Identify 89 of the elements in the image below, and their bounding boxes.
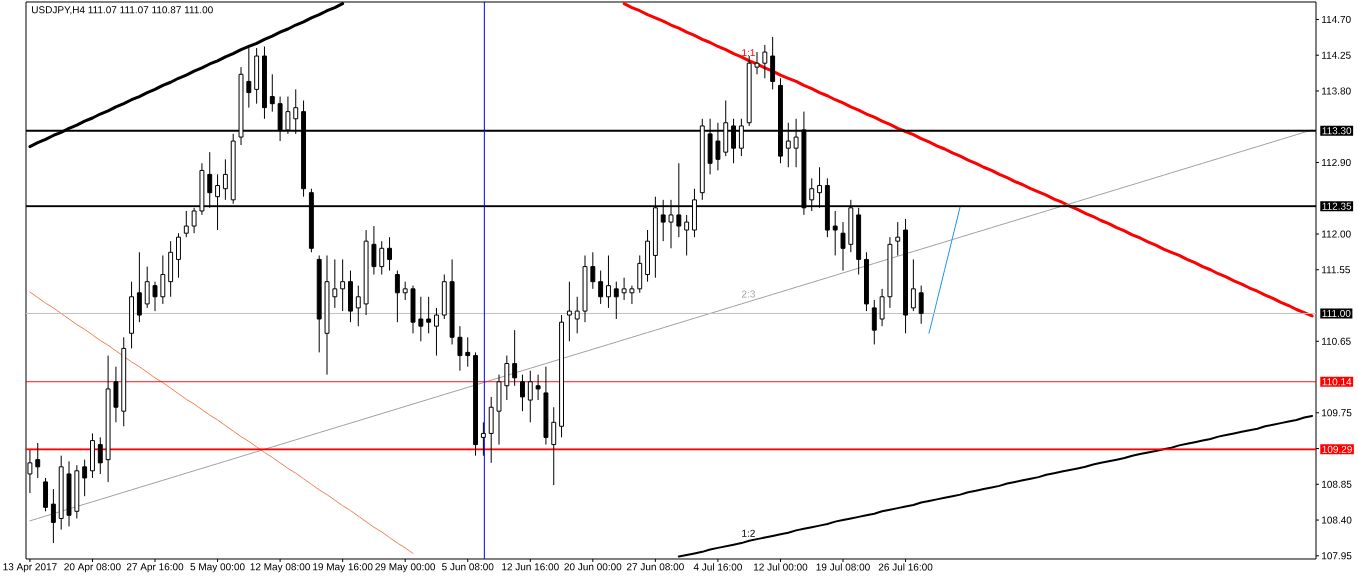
- candlestick: [387, 236, 393, 272]
- candlestick: [426, 296, 432, 334]
- candlestick: [832, 210, 838, 256]
- x-tick-label: 27 Jun 08:00: [626, 563, 684, 571]
- candlestick: [613, 281, 619, 320]
- y-tick-label: 108.85: [1322, 480, 1352, 488]
- candlestick: [340, 258, 346, 312]
- candlestick: [551, 406, 557, 486]
- ref-line-label: 109.29: [1322, 445, 1352, 453]
- y-tick-label: 108.40: [1322, 516, 1352, 524]
- candlestick: [152, 281, 158, 312]
- candlestick: [434, 307, 439, 357]
- series-label: 2:3: [741, 290, 755, 298]
- x-tick-label: 5 May 00:00: [190, 563, 245, 573]
- x-tick-label: 19 Jul 08:00: [816, 563, 870, 571]
- chart-title: USDJPY,H4 111.07 111.07 110.87 111.00: [32, 6, 213, 15]
- candlestick: [379, 240, 385, 276]
- candlestick: [918, 285, 924, 325]
- ref-line-label: 113.30: [1322, 127, 1352, 135]
- candlestick: [895, 221, 901, 256]
- x-tick-label: 12 May 08:00: [250, 563, 310, 573]
- candlestick: [520, 374, 525, 412]
- y-tick-label: 110.65: [1322, 337, 1351, 345]
- candlestick: [574, 296, 580, 334]
- candlestick: [590, 251, 596, 290]
- series-label: 1:1: [742, 49, 755, 57]
- candlestick: [566, 281, 572, 342]
- candlestick: [371, 225, 377, 276]
- y-tick-label: 114.25: [1322, 51, 1351, 59]
- x-tick-label: 20 Apr 08:00: [64, 563, 121, 573]
- candlestick: [910, 258, 916, 312]
- candlestick: [176, 232, 181, 279]
- candlestick: [97, 436, 103, 475]
- x-tick-label: 19 May 16:00: [313, 563, 373, 573]
- y-tick-label: 111.55: [1322, 266, 1350, 274]
- x-tick-label: 29 May 00:00: [375, 563, 436, 573]
- candlestick: [144, 266, 150, 309]
- candlestick: [269, 73, 275, 113]
- candlestick: [332, 258, 338, 309]
- x-tick-label: 12 Jun 16:00: [502, 563, 559, 571]
- candlestick: [457, 325, 463, 372]
- y-tick-label: 107.95: [1322, 552, 1352, 560]
- candlestick: [355, 285, 361, 327]
- candlestick: [606, 254, 611, 309]
- candlestick: [246, 47, 252, 109]
- candlestick: [684, 214, 690, 256]
- candlestick: [418, 296, 424, 342]
- candlestick: [35, 442, 41, 479]
- candlestick: [535, 374, 541, 401]
- candlestick: [621, 277, 627, 301]
- ref-line-label: 110.14: [1322, 378, 1352, 386]
- x-tick-label: 13 Apr 2017: [3, 563, 57, 573]
- y-tick-label: 112.00: [1322, 230, 1351, 238]
- candlestick: [754, 51, 760, 75]
- candlestick: [222, 158, 228, 201]
- candlestick: [512, 329, 518, 387]
- candlestick: [840, 221, 846, 272]
- candlestick: [871, 299, 877, 345]
- candlestick: [629, 285, 635, 305]
- candlestick: [480, 421, 486, 457]
- line-series: [622, 2, 1314, 318]
- y-tick-label: 113.80: [1322, 87, 1351, 95]
- candlestick: [879, 288, 885, 327]
- candlestick: [183, 210, 189, 238]
- line-series: [928, 205, 961, 334]
- ref-line-label: 111.00: [1322, 309, 1351, 318]
- x-tick-label: 12 Jul 00:00: [753, 563, 808, 571]
- ref-line-label: 112.35: [1322, 202, 1352, 210]
- candlestick: [402, 281, 408, 301]
- candlestick: [762, 44, 768, 79]
- x-tick-label: 4 Jul 16:00: [693, 563, 742, 571]
- candlestick: [50, 488, 56, 544]
- x-tick-label: 26 Jul 16:00: [878, 563, 933, 571]
- x-tick-label: 20 Jun 00:00: [564, 563, 622, 571]
- candlestick: [82, 459, 88, 497]
- y-tick-label: 112.90: [1322, 158, 1351, 167]
- candlestick: [160, 254, 166, 305]
- y-tick-label: 114.70: [1322, 15, 1351, 24]
- candlestick: [598, 270, 604, 305]
- candlestick: [527, 370, 533, 423]
- candlestick: [504, 355, 510, 401]
- series-label: 1:2: [742, 529, 755, 537]
- candlestick: [465, 336, 471, 368]
- line-series: [29, 291, 414, 554]
- candlestick: [394, 270, 400, 323]
- y-tick-label: 109.75: [1322, 409, 1352, 417]
- x-tick-label: 27 Apr 16:00: [126, 563, 184, 573]
- candlestick: [136, 251, 142, 323]
- x-tick-label: 5 Jun 08:00: [442, 563, 494, 571]
